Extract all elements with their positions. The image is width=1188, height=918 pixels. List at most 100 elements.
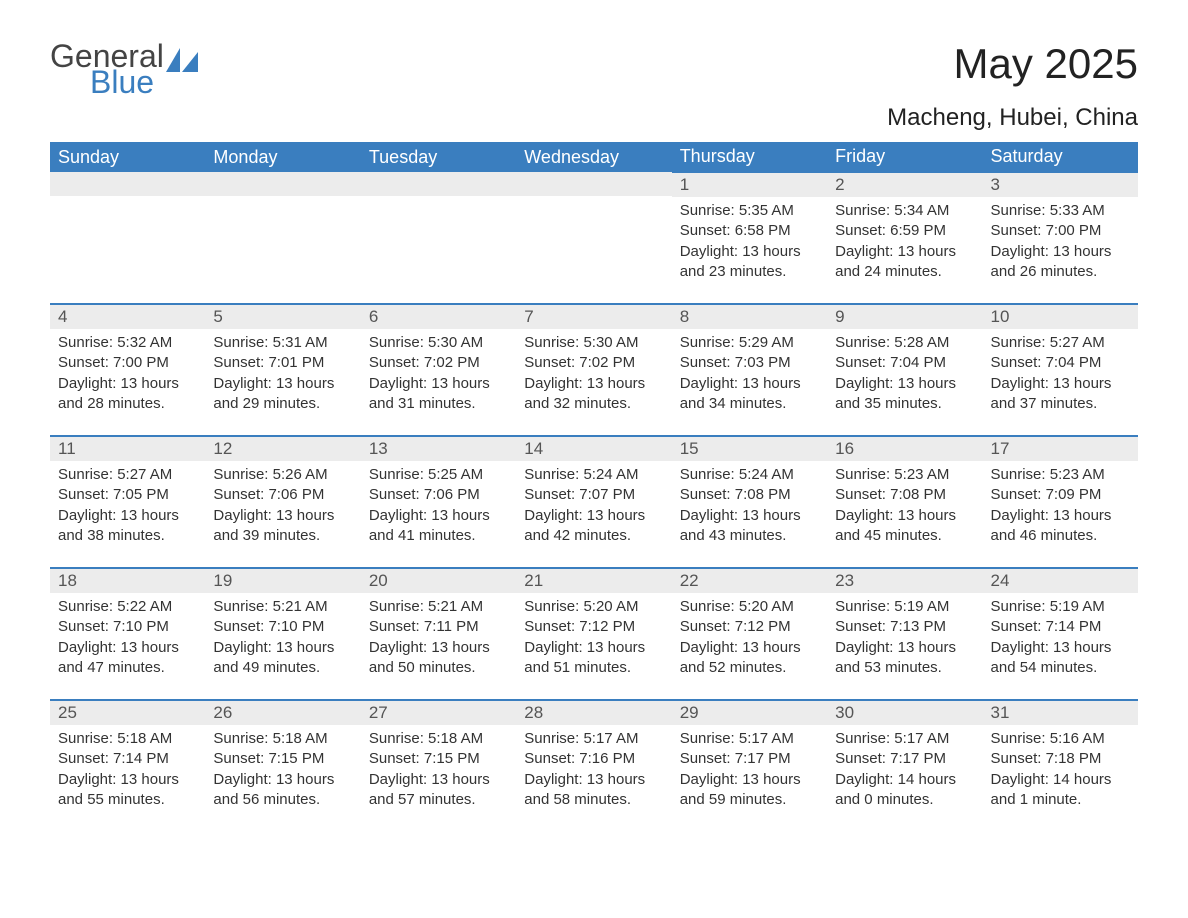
location-text: Macheng, Hubei, China <box>50 104 1138 132</box>
day-number: 31 <box>983 701 1138 725</box>
day-number: 26 <box>205 701 360 725</box>
day-number: 8 <box>672 305 827 329</box>
sunrise-text: Sunrise: 5:23 AM <box>835 465 974 485</box>
sunset-text: Sunset: 7:02 PM <box>524 353 663 373</box>
sunset-text: Sunset: 6:58 PM <box>680 221 819 241</box>
calendar-cell: 13Sunrise: 5:25 AMSunset: 7:06 PMDayligh… <box>361 436 516 568</box>
day-number: 25 <box>50 701 205 725</box>
calendar-cell <box>361 172 516 304</box>
calendar-week-row: 25Sunrise: 5:18 AMSunset: 7:14 PMDayligh… <box>50 700 1138 832</box>
calendar-cell: 25Sunrise: 5:18 AMSunset: 7:14 PMDayligh… <box>50 700 205 832</box>
calendar-cell: 23Sunrise: 5:19 AMSunset: 7:13 PMDayligh… <box>827 568 982 700</box>
calendar-cell: 31Sunrise: 5:16 AMSunset: 7:18 PMDayligh… <box>983 700 1138 832</box>
day-number: 27 <box>361 701 516 725</box>
daylight-text: Daylight: 13 hours and 38 minutes. <box>58 506 197 547</box>
calendar-cell: 19 Sunrise: 5:21 AMSunset: 7:10 PMDayligh… <box>205 568 360 700</box>
daylight-text: Daylight: 13 hours and 46 minutes. <box>991 506 1130 547</box>
calendar-cell: 28Sunrise: 5:17 AMSunset: 7:16 PMDayligh… <box>516 700 671 832</box>
calendar-week-row: 4Sunrise: 5:32 AMSunset: 7:00 PMDaylight… <box>50 304 1138 436</box>
sunset-text: Sunset: 7:12 PM <box>680 617 819 637</box>
day-number: 22 <box>672 569 827 593</box>
day-header: Wednesday <box>516 142 671 172</box>
daylight-text: Daylight: 13 hours and 28 minutes. <box>58 374 197 415</box>
calendar-cell: 22Sunrise: 5:20 AMSunset: 7:12 PMDayligh… <box>672 568 827 700</box>
day-number: 5 <box>205 305 360 329</box>
calendar-cell: 7Sunrise: 5:30 AMSunset: 7:02 PMDaylight… <box>516 304 671 436</box>
calendar-cell: 2Sunrise: 5:34 AMSunset: 6:59 PMDaylight… <box>827 172 982 304</box>
day-details: Sunrise: 5:19 AMSunset: 7:14 PMDaylight:… <box>983 593 1138 684</box>
day-header-row: Sunday Monday Tuesday Wednesday Thursday… <box>50 142 1138 172</box>
day-number: 29 <box>672 701 827 725</box>
day-details: Sunrise: 5:17 AMSunset: 7:17 PMDaylight:… <box>827 725 982 816</box>
day-details: Sunrise: 5:17 AMSunset: 7:17 PMDaylight:… <box>672 725 827 816</box>
daylight-text: Daylight: 13 hours and 31 minutes. <box>369 374 508 415</box>
sunset-text: Sunset: 7:00 PM <box>58 353 197 373</box>
calendar-cell: 1Sunrise: 5:35 AMSunset: 6:58 PMDaylight… <box>672 172 827 304</box>
calendar-cell: 18Sunrise: 5:22 AMSunset: 7:10 PMDayligh… <box>50 568 205 700</box>
daylight-text: Daylight: 13 hours and 47 minutes. <box>58 638 197 679</box>
day-number: 19 <box>205 569 360 593</box>
day-header: Friday <box>827 142 982 172</box>
day-number: 2 <box>827 173 982 197</box>
brand-word-2: Blue <box>90 66 200 98</box>
sunset-text: Sunset: 7:17 PM <box>680 749 819 769</box>
sunrise-text: Sunrise: 5:24 AM <box>680 465 819 485</box>
day-details: Sunrise: 5:21 AMSunset: 7:11 PMDaylight:… <box>361 593 516 684</box>
month-title: May 2025 <box>954 40 1138 88</box>
day-details: Sunrise: 5:30 AMSunset: 7:02 PMDaylight:… <box>361 329 516 420</box>
day-number: 18 <box>50 569 205 593</box>
day-number: 28 <box>516 701 671 725</box>
calendar-cell: 20Sunrise: 5:21 AMSunset: 7:11 PMDayligh… <box>361 568 516 700</box>
day-number: 3 <box>983 173 1138 197</box>
sunset-text: Sunset: 7:15 PM <box>213 749 352 769</box>
daylight-text: Daylight: 14 hours and 1 minute. <box>991 770 1130 811</box>
title-block: May 2025 <box>954 40 1138 88</box>
day-number: 23 <box>827 569 982 593</box>
daylight-text: Daylight: 13 hours and 49 minutes. <box>213 638 352 679</box>
day-details: Sunrise: 5:35 AMSunset: 6:58 PMDaylight:… <box>672 197 827 288</box>
daylight-text: Daylight: 13 hours and 35 minutes. <box>835 374 974 415</box>
calendar-cell: 17Sunrise: 5:23 AMSunset: 7:09 PMDayligh… <box>983 436 1138 568</box>
day-details: Sunrise: 5:24 AMSunset: 7:08 PMDaylight:… <box>672 461 827 552</box>
calendar-cell: 11Sunrise: 5:27 AMSunset: 7:05 PMDayligh… <box>50 436 205 568</box>
sunset-text: Sunset: 7:06 PM <box>369 485 508 505</box>
day-details: Sunrise: 5:20 AMSunset: 7:12 PMDaylight:… <box>672 593 827 684</box>
daylight-text: Daylight: 13 hours and 29 minutes. <box>213 374 352 415</box>
sunset-text: Sunset: 7:17 PM <box>835 749 974 769</box>
sunrise-text: Sunrise: 5:29 AM <box>680 333 819 353</box>
day-details: Sunrise: 5:18 AMSunset: 7:15 PMDaylight:… <box>361 725 516 816</box>
sunrise-text: Sunrise: 5:30 AM <box>369 333 508 353</box>
sunrise-text: Sunrise: 5:19 AM <box>991 597 1130 617</box>
calendar-week-row: 11Sunrise: 5:27 AMSunset: 7:05 PMDayligh… <box>50 436 1138 568</box>
sunset-text: Sunset: 7:15 PM <box>369 749 508 769</box>
sunset-text: Sunset: 7:14 PM <box>991 617 1130 637</box>
sunrise-text: Sunrise: 5:21 AM <box>213 597 352 617</box>
calendar-cell: 15Sunrise: 5:24 AMSunset: 7:08 PMDayligh… <box>672 436 827 568</box>
calendar-cell: 30Sunrise: 5:17 AMSunset: 7:17 PMDayligh… <box>827 700 982 832</box>
sunrise-text: Sunrise: 5:27 AM <box>991 333 1130 353</box>
day-details: Sunrise: 5:20 AMSunset: 7:12 PMDaylight:… <box>516 593 671 684</box>
sunset-text: Sunset: 7:13 PM <box>835 617 974 637</box>
calendar-cell: 29Sunrise: 5:17 AMSunset: 7:17 PMDayligh… <box>672 700 827 832</box>
day-header: Thursday <box>672 142 827 172</box>
sunset-text: Sunset: 7:08 PM <box>680 485 819 505</box>
day-details: Sunrise: 5:33 AMSunset: 7:00 PMDaylight:… <box>983 197 1138 288</box>
empty-day-bar <box>516 172 671 196</box>
calendar-cell: 21Sunrise: 5:20 AMSunset: 7:12 PMDayligh… <box>516 568 671 700</box>
sunset-text: Sunset: 7:06 PM <box>213 485 352 505</box>
day-header: Saturday <box>983 142 1138 172</box>
sunrise-text: Sunrise: 5:25 AM <box>369 465 508 485</box>
day-details: Sunrise: 5:23 AMSunset: 7:09 PMDaylight:… <box>983 461 1138 552</box>
calendar-cell <box>50 172 205 304</box>
calendar-cell <box>205 172 360 304</box>
day-number: 30 <box>827 701 982 725</box>
daylight-text: Daylight: 13 hours and 34 minutes. <box>680 374 819 415</box>
sunrise-text: Sunrise: 5:17 AM <box>680 729 819 749</box>
empty-day-bar <box>50 172 205 196</box>
day-header: Monday <box>205 142 360 172</box>
day-number: 9 <box>827 305 982 329</box>
day-details: Sunrise: 5:27 AMSunset: 7:04 PMDaylight:… <box>983 329 1138 420</box>
sunrise-text: Sunrise: 5:30 AM <box>524 333 663 353</box>
sunset-text: Sunset: 7:10 PM <box>213 617 352 637</box>
calendar-cell: 3Sunrise: 5:33 AMSunset: 7:00 PMDaylight… <box>983 172 1138 304</box>
